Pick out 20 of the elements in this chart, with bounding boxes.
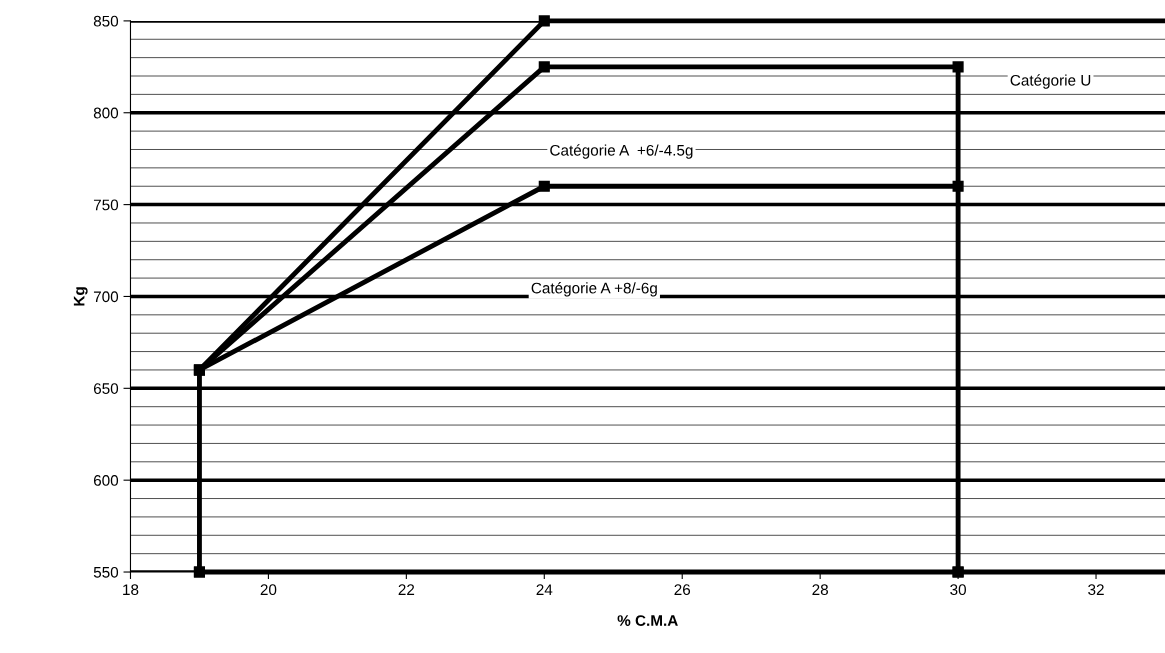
y-tick-label: 550 [93,566,119,578]
x-axis-title: % C.M.A [617,615,678,626]
y-tick-label: 800 [93,107,119,119]
x-tick-label: 18 [123,584,139,596]
y-tick-label: 600 [93,475,119,486]
x-tick-label: 24 [536,584,553,595]
annotation: Catégorie A +6/-4.5g [550,144,693,159]
y-tick-label: 850 [93,15,119,27]
x-tick-label: 30 [950,584,966,596]
x-tick-label: 28 [812,584,828,596]
x-tick-label: 20 [260,584,277,596]
x-tick-label: 32 [1088,584,1104,596]
x-tick-label: 22 [398,584,415,595]
y-axis-title: Kg [73,287,88,306]
x-tick-label: 26 [674,584,691,596]
annotation: Catégorie A +8/-6g [531,282,657,297]
y-tick-label: 750 [93,199,119,211]
y-tick-label: 650 [93,383,119,394]
y-tick-label: 700 [93,291,119,303]
annotation: Catégorie U [1010,74,1091,89]
